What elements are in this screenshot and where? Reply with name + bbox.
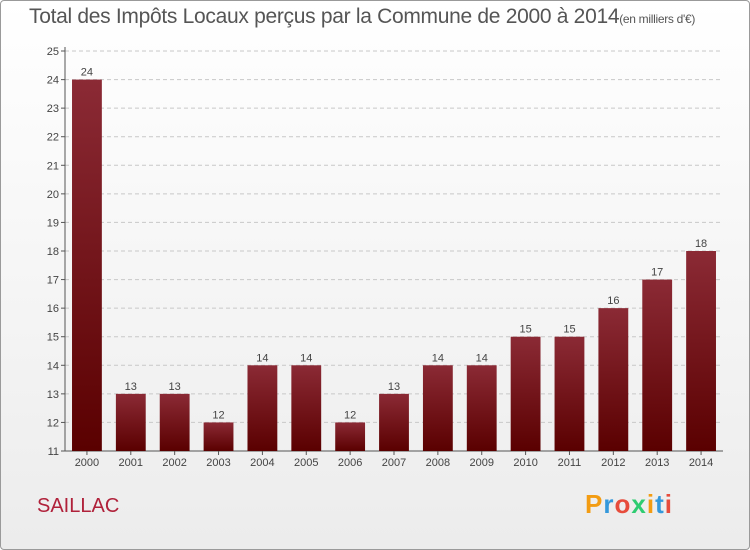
bar-2012 xyxy=(598,308,629,451)
y-tick-label: 16 xyxy=(47,303,59,315)
x-tick-label-2003: 2003 xyxy=(206,457,230,469)
y-tick-label: 14 xyxy=(47,360,59,372)
data-label-2000: 24 xyxy=(81,67,93,79)
data-label-2002: 13 xyxy=(169,381,181,393)
x-tick-label-2005: 2005 xyxy=(294,457,318,469)
y-tick-label: 22 xyxy=(47,132,59,144)
x-tick-label-2001: 2001 xyxy=(119,457,143,469)
x-tick-label-2007: 2007 xyxy=(382,457,406,469)
bar-2013 xyxy=(642,279,673,451)
y-tick-label: 23 xyxy=(47,103,59,115)
data-label-2008: 14 xyxy=(432,352,444,364)
bar-2006 xyxy=(335,422,366,451)
chart-unit-label: (en milliers d'€) xyxy=(619,12,696,26)
data-label-2006: 12 xyxy=(344,409,356,421)
bar-2003 xyxy=(203,422,234,451)
x-tick-label-2008: 2008 xyxy=(426,457,450,469)
bar-2010 xyxy=(510,336,541,451)
bar-2001 xyxy=(115,393,146,451)
data-label-2011: 15 xyxy=(563,324,575,336)
bar-2004 xyxy=(247,365,278,451)
y-tick-label: 21 xyxy=(47,160,59,172)
bar-2009 xyxy=(466,365,497,451)
x-tick-label-2011: 2011 xyxy=(558,457,582,469)
y-tick-label: 12 xyxy=(47,417,59,429)
x-tick-label-2014: 2014 xyxy=(689,457,713,469)
commune-name: SAILLAC xyxy=(37,495,120,517)
chart-title-text: Total des Impôts Locaux perçus par la Co… xyxy=(29,5,620,28)
x-tick-label-2006: 2006 xyxy=(338,457,362,469)
y-tick-label: 13 xyxy=(47,389,59,401)
x-tick-label-2002: 2002 xyxy=(162,457,186,469)
y-tick-label: 25 xyxy=(47,46,59,58)
x-tick-label-2000: 2000 xyxy=(75,457,99,469)
data-label-2010: 15 xyxy=(519,324,531,336)
x-tick-label-2010: 2010 xyxy=(513,457,537,469)
data-label-2012: 16 xyxy=(607,295,619,307)
data-label-2014: 18 xyxy=(695,238,707,250)
bar-2011 xyxy=(554,336,585,451)
bar-2005 xyxy=(291,365,322,451)
chart-title: Total des Impôts Locaux perçus par la Co… xyxy=(29,5,695,29)
data-label-2005: 14 xyxy=(300,352,312,364)
proxiti-logo: Proxiti xyxy=(585,489,673,519)
y-tick-label: 18 xyxy=(47,246,59,258)
data-label-2013: 17 xyxy=(651,267,663,279)
x-tick-label-2013: 2013 xyxy=(645,457,669,469)
y-tick-label: 17 xyxy=(47,275,59,287)
y-tick-label: 20 xyxy=(47,189,59,201)
x-tick-label-2009: 2009 xyxy=(469,457,493,469)
y-tick-label: 19 xyxy=(47,217,59,229)
bar-2002 xyxy=(159,393,190,451)
y-tick-label: 11 xyxy=(48,446,59,458)
bar-2008 xyxy=(422,365,453,451)
x-tick-label-2004: 2004 xyxy=(250,457,274,469)
data-label-2003: 12 xyxy=(212,409,224,421)
y-tick-label: 15 xyxy=(47,332,59,344)
data-label-2004: 14 xyxy=(256,352,268,364)
data-label-2001: 13 xyxy=(125,381,137,393)
bar-2007 xyxy=(379,393,409,451)
data-label-2009: 14 xyxy=(476,352,488,364)
x-tick-label-2012: 2012 xyxy=(601,457,625,469)
bar-2000 xyxy=(72,79,102,452)
y-tick-label: 24 xyxy=(47,75,59,87)
data-label-2007: 13 xyxy=(388,381,400,393)
bar-2014 xyxy=(686,251,716,451)
